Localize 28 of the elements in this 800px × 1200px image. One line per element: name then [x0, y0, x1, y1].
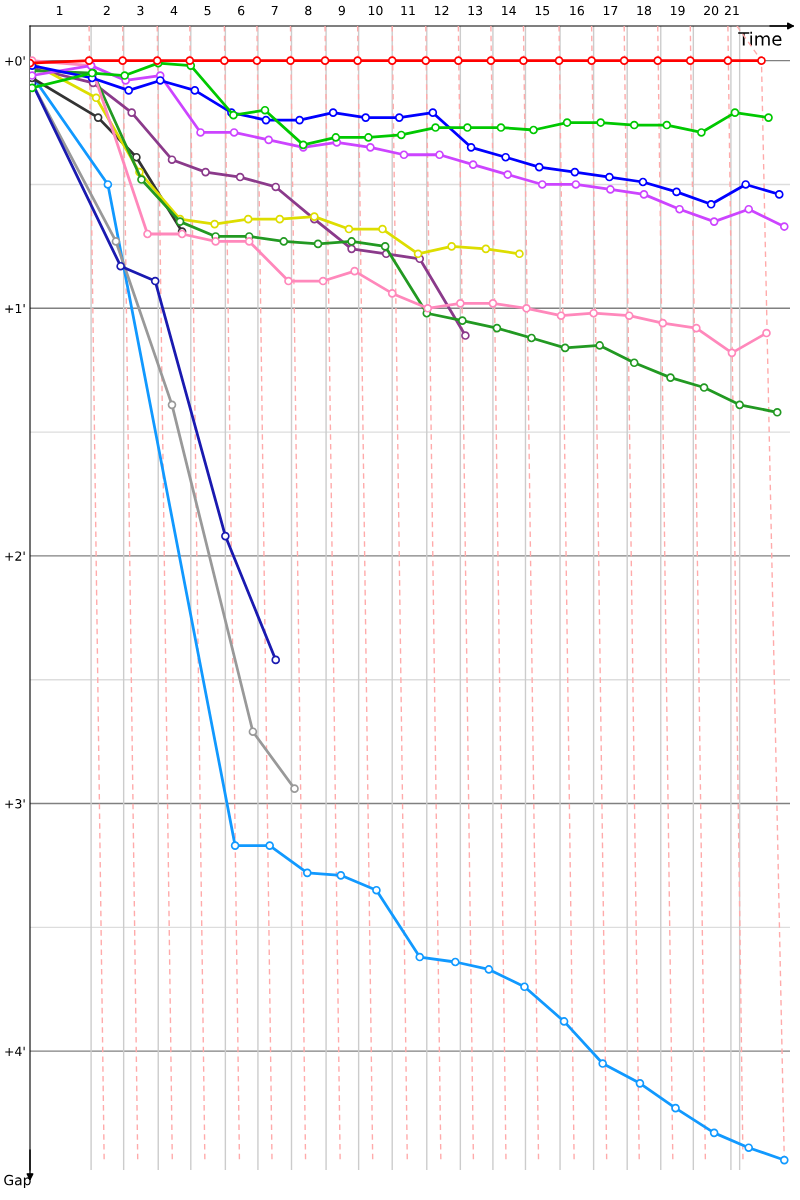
x-tick-label: 16	[570, 5, 584, 16]
x-tick-label: 5	[204, 5, 211, 16]
x-tick-label: 12	[434, 5, 449, 16]
y-tick-label: +3'	[5, 799, 25, 809]
x-axis-title: Time	[738, 31, 782, 46]
y-tick-label: +0'	[5, 56, 25, 66]
y-tick-label: +2'	[5, 551, 25, 561]
x-tick-label: 18	[637, 5, 652, 16]
x-tick-label: 21	[724, 5, 739, 16]
x-tick-label: 10	[368, 5, 383, 16]
x-tick-label: 1	[56, 5, 63, 16]
y-tick-label: +1'	[5, 303, 25, 314]
x-tick-label: 9	[338, 5, 345, 16]
y-tick-label: +4'	[5, 1046, 25, 1056]
x-tick-label: 11	[401, 5, 415, 16]
x-tick-label: 13	[468, 5, 483, 16]
x-tick-label: 8	[305, 5, 312, 16]
x-tick-label: 7	[271, 5, 278, 16]
x-tick-label: 20	[704, 5, 719, 16]
y-axis-title: Gap	[4, 1174, 31, 1189]
x-tick-label: 2	[103, 5, 110, 16]
x-tick-label: 6	[238, 5, 245, 16]
x-tick-label: 3	[137, 5, 144, 16]
x-tick-label: 15	[535, 5, 550, 16]
x-tick-label: 19	[670, 5, 685, 16]
x-tick-label: 14	[502, 5, 516, 16]
x-tick-label: 17	[603, 5, 618, 16]
x-tick-label: 4	[170, 5, 178, 16]
